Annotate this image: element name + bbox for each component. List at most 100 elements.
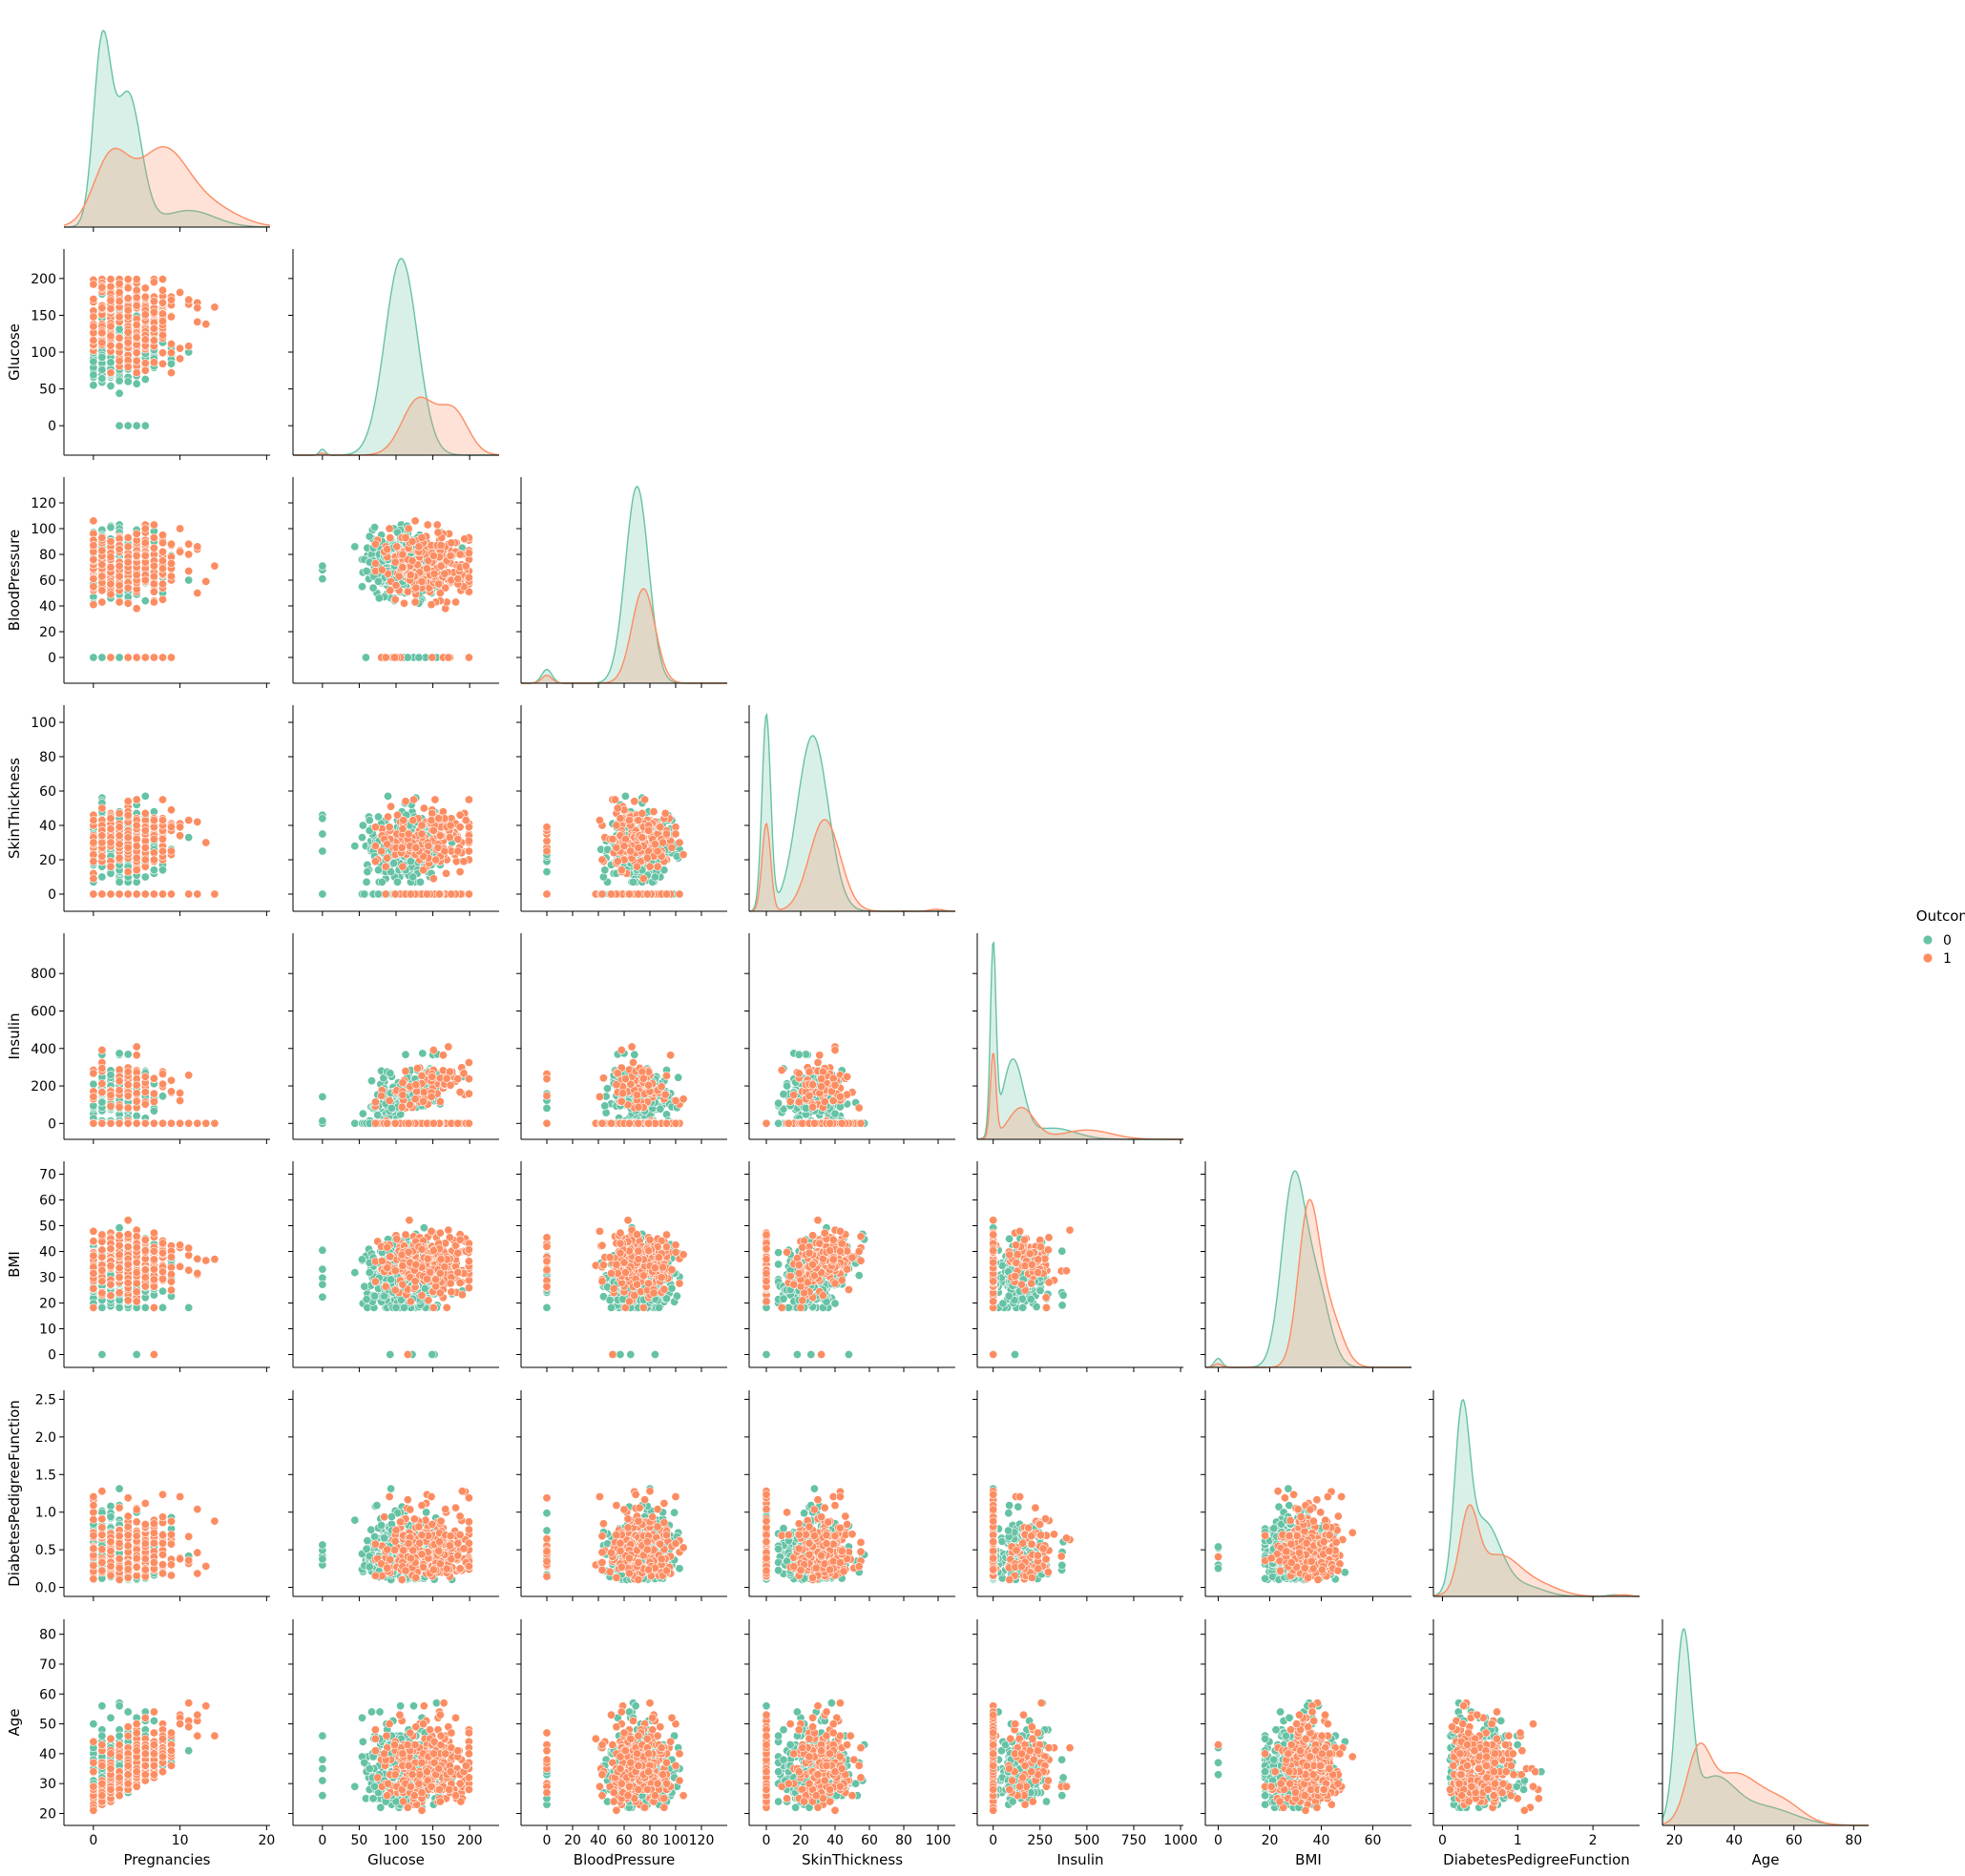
point-outcome-1 bbox=[132, 865, 141, 875]
point-outcome-1 bbox=[429, 569, 439, 578]
point-outcome-1 bbox=[140, 808, 150, 818]
point-outcome-1 bbox=[140, 292, 150, 302]
panel-pregnancies-vs-pregnancies bbox=[63, 30, 271, 232]
point-outcome-1 bbox=[97, 889, 107, 899]
point-outcome-1 bbox=[149, 889, 158, 899]
point-outcome-1 bbox=[613, 803, 622, 813]
point-outcome-0 bbox=[115, 1049, 124, 1058]
panel-blood-pressure-vs-blood-pressure bbox=[516, 477, 727, 688]
point-outcome-1 bbox=[193, 303, 202, 313]
point-outcome-0 bbox=[415, 877, 425, 886]
point-outcome-0 bbox=[140, 374, 150, 384]
point-outcome-0 bbox=[97, 872, 107, 882]
point-outcome-1 bbox=[417, 532, 427, 542]
point-outcome-0 bbox=[115, 877, 124, 886]
point-outcome-1 bbox=[149, 561, 158, 571]
point-outcome-1 bbox=[176, 823, 185, 832]
point-outcome-1 bbox=[140, 889, 150, 899]
point-outcome-0 bbox=[318, 814, 327, 823]
kde-line-pregnancies-outcome-1 bbox=[63, 146, 271, 226]
point-outcome-1 bbox=[440, 569, 449, 578]
point-outcome-1 bbox=[464, 549, 473, 558]
point-outcome-1 bbox=[97, 546, 107, 555]
point-outcome-1 bbox=[381, 889, 390, 899]
point-outcome-1 bbox=[464, 846, 473, 856]
point-outcome-1 bbox=[671, 829, 680, 839]
point-outcome-0 bbox=[373, 889, 383, 899]
point-outcome-1 bbox=[432, 520, 442, 530]
point-outcome-1 bbox=[464, 795, 473, 804]
point-outcome-1 bbox=[201, 576, 211, 586]
point-outcome-1 bbox=[140, 855, 150, 865]
point-outcome-1 bbox=[542, 846, 552, 856]
point-outcome-1 bbox=[158, 846, 168, 856]
point-outcome-1 bbox=[394, 572, 404, 581]
point-outcome-1 bbox=[464, 889, 473, 899]
point-outcome-1 bbox=[434, 579, 444, 589]
point-outcome-0 bbox=[392, 877, 402, 886]
point-outcome-0 bbox=[167, 359, 177, 368]
point-outcome-0 bbox=[158, 865, 168, 875]
point-outcome-1 bbox=[401, 797, 410, 806]
point-outcome-1 bbox=[149, 587, 158, 596]
point-outcome-1 bbox=[123, 542, 133, 552]
point-outcome-1 bbox=[184, 889, 194, 899]
point-outcome-1 bbox=[435, 588, 445, 597]
point-outcome-0 bbox=[628, 877, 638, 886]
point-outcome-0 bbox=[370, 523, 380, 532]
point-outcome-1 bbox=[149, 307, 158, 317]
point-outcome-1 bbox=[679, 850, 688, 860]
point-outcome-0 bbox=[318, 574, 327, 584]
point-outcome-0 bbox=[350, 842, 360, 851]
point-outcome-1 bbox=[123, 653, 133, 662]
point-outcome-1 bbox=[661, 889, 671, 899]
point-outcome-0 bbox=[361, 653, 370, 662]
point-outcome-1 bbox=[385, 823, 394, 832]
point-outcome-1 bbox=[383, 853, 392, 863]
point-outcome-1 bbox=[149, 597, 158, 607]
point-outcome-1 bbox=[89, 336, 98, 345]
y-tick-label: 100 bbox=[31, 716, 56, 731]
point-outcome-1 bbox=[429, 825, 438, 835]
point-outcome-1 bbox=[436, 561, 446, 571]
point-outcome-1 bbox=[464, 653, 473, 662]
point-outcome-0 bbox=[650, 872, 659, 882]
point-outcome-1 bbox=[661, 829, 671, 839]
scatter-points-blood-pressure-vs-pregnancies bbox=[89, 516, 219, 662]
point-outcome-1 bbox=[158, 285, 168, 295]
kde-line-skin-thickness-outcome-0 bbox=[748, 712, 955, 912]
point-outcome-0 bbox=[97, 653, 107, 662]
point-outcome-1 bbox=[115, 853, 124, 863]
point-outcome-1 bbox=[542, 889, 552, 899]
point-outcome-1 bbox=[383, 840, 392, 849]
point-outcome-1 bbox=[450, 597, 460, 607]
y-tick-label: 20 bbox=[39, 625, 56, 640]
point-outcome-1 bbox=[97, 560, 107, 570]
point-outcome-1 bbox=[381, 653, 390, 662]
point-outcome-1 bbox=[455, 867, 465, 877]
point-outcome-0 bbox=[89, 370, 98, 380]
point-outcome-1 bbox=[404, 829, 413, 839]
point-outcome-1 bbox=[140, 551, 150, 560]
point-outcome-1 bbox=[167, 558, 177, 568]
point-outcome-1 bbox=[149, 297, 158, 306]
point-outcome-1 bbox=[632, 862, 641, 871]
point-outcome-0 bbox=[115, 388, 124, 398]
point-outcome-1 bbox=[184, 539, 194, 549]
point-outcome-0 bbox=[362, 877, 371, 886]
y-tick-label: 0 bbox=[48, 419, 56, 434]
point-outcome-0 bbox=[365, 532, 374, 541]
point-outcome-1 bbox=[167, 368, 177, 378]
point-outcome-1 bbox=[444, 653, 453, 662]
point-outcome-1 bbox=[634, 889, 643, 899]
point-outcome-1 bbox=[115, 889, 124, 899]
point-outcome-1 bbox=[616, 814, 625, 823]
point-outcome-1 bbox=[597, 855, 607, 865]
point-outcome-1 bbox=[167, 539, 177, 549]
point-outcome-1 bbox=[140, 359, 150, 368]
point-outcome-1 bbox=[422, 564, 431, 573]
point-outcome-1 bbox=[423, 520, 432, 530]
point-outcome-1 bbox=[158, 556, 168, 566]
point-outcome-1 bbox=[132, 821, 141, 830]
point-outcome-1 bbox=[613, 857, 622, 866]
